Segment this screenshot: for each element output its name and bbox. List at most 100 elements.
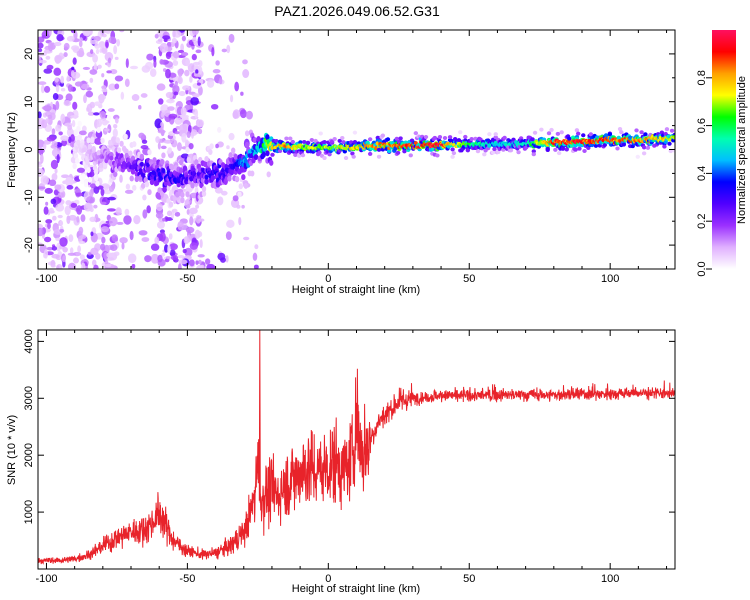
- heatmap-cell: [195, 49, 202, 54]
- heatmap-cell: [342, 149, 348, 154]
- spectrogram-y-ticks: -20 -10 0 10 20: [23, 29, 675, 270]
- heatmap-cell: [226, 219, 235, 229]
- heatmap-cell: [61, 174, 70, 179]
- heatmap-cell: [545, 146, 550, 151]
- heatmap-cell: [101, 88, 108, 93]
- heatmap-cell: [322, 156, 327, 161]
- heatmap-cell: [78, 130, 87, 136]
- heatmap-cell: [130, 168, 136, 175]
- heatmap-cell: [57, 191, 64, 199]
- heatmap-cell: [38, 168, 45, 177]
- heatmap-cell: [56, 153, 60, 164]
- heatmap-cell: [531, 152, 536, 157]
- heatmap-cell: [174, 80, 178, 87]
- heatmap-cell: [447, 135, 453, 140]
- heatmap-cell: [38, 81, 47, 85]
- heatmap-cell: [81, 262, 86, 269]
- heatmap-cell: [104, 263, 112, 268]
- heatmap-cell: [156, 220, 166, 229]
- heatmap-cell: [180, 43, 184, 52]
- heatmap-cell: [115, 207, 122, 216]
- heatmap-cell: [52, 215, 57, 221]
- heatmap-cell: [207, 79, 215, 88]
- heatmap-cell: [83, 202, 93, 212]
- heatmap-cell: [204, 155, 209, 162]
- heatmap-cell: [38, 227, 44, 237]
- heatmap-cell: [105, 41, 109, 48]
- heatmap-cell: [51, 128, 56, 135]
- heatmap-cell: [615, 146, 620, 151]
- heatmap-cell: [48, 179, 57, 187]
- heatmap-cell: [140, 93, 148, 98]
- heatmap-cell: [119, 174, 123, 183]
- heatmap-cell: [182, 249, 187, 254]
- heatmap-cell: [621, 142, 627, 147]
- heatmap-cell: [290, 139, 295, 144]
- heatmap-cell: [166, 41, 172, 48]
- colorbar-tick-label: 0.4: [696, 166, 708, 181]
- heatmap-cell: [125, 183, 131, 190]
- heatmap-cell: [188, 207, 198, 215]
- heatmap-cell: [237, 191, 242, 198]
- heatmap-cell: [66, 215, 71, 225]
- heatmap-cell: [284, 136, 289, 141]
- heatmap-cell: [573, 147, 578, 152]
- heatmap-cell: [89, 189, 94, 197]
- heatmap-cell: [293, 152, 298, 157]
- heatmap-cell: [298, 140, 303, 145]
- y-tick-label: 20: [23, 48, 35, 60]
- heatmap-cell: [89, 39, 99, 45]
- heatmap-cell: [133, 215, 141, 225]
- heatmap-cell: [352, 130, 358, 135]
- heatmap-cell: [96, 127, 101, 134]
- heatmap-cell: [168, 201, 174, 208]
- heatmap-cell: [101, 236, 106, 244]
- heatmap-cell: [195, 204, 200, 209]
- colorbar-tick-label: 0.6: [696, 118, 708, 133]
- heatmap-cell: [265, 134, 270, 141]
- x-tick-label: -100: [35, 273, 57, 285]
- heatmap-cell: [60, 88, 66, 92]
- heatmap-cell: [186, 131, 191, 139]
- heatmap-cell: [46, 246, 54, 251]
- heatmap-cell: [141, 65, 151, 73]
- heatmap-cell: [76, 167, 86, 173]
- heatmap-cell: [119, 140, 124, 147]
- heatmap-cell: [98, 93, 105, 104]
- heatmap-cell: [129, 175, 134, 182]
- heatmap-cell: [204, 174, 209, 180]
- heatmap-cell: [395, 150, 401, 155]
- heatmap-cell: [38, 111, 42, 119]
- heatmap-cell: [168, 113, 178, 119]
- heatmap-cell: [55, 237, 61, 242]
- heatmap-cell: [44, 85, 51, 93]
- heatmap-cell: [197, 259, 202, 265]
- heatmap-cell: [556, 151, 562, 156]
- heatmap-cell: [154, 33, 159, 39]
- heatmap-cell: [182, 85, 191, 91]
- x-tick-label: 0: [325, 573, 331, 585]
- heatmap-cell: [152, 157, 157, 164]
- heatmap-cell: [178, 159, 184, 166]
- heatmap-cell: [114, 75, 124, 82]
- heatmap-cell: [108, 216, 118, 227]
- heatmap-cell: [90, 247, 99, 256]
- heatmap-cell: [593, 143, 599, 148]
- heatmap-cell: [241, 174, 246, 181]
- heatmap-cell: [38, 52, 46, 57]
- heatmap-cell: [367, 151, 373, 156]
- heatmap-cell: [48, 41, 54, 52]
- heatmap-cell: [86, 103, 93, 113]
- snr-x-label: Height of straight line (km): [292, 583, 420, 595]
- heatmap-cell: [82, 66, 91, 70]
- heatmap-cell: [45, 219, 53, 224]
- heatmap-cell: [50, 264, 56, 268]
- heatmap-cell: [39, 59, 47, 64]
- heatmap-cell: [78, 40, 83, 48]
- heatmap-cell: [195, 260, 199, 265]
- heatmap-cell: [65, 200, 72, 206]
- x-tick-label: 0: [325, 273, 331, 285]
- heatmap-cell: [155, 212, 164, 219]
- heatmap-cell: [58, 131, 63, 136]
- heatmap-cell: [423, 135, 429, 140]
